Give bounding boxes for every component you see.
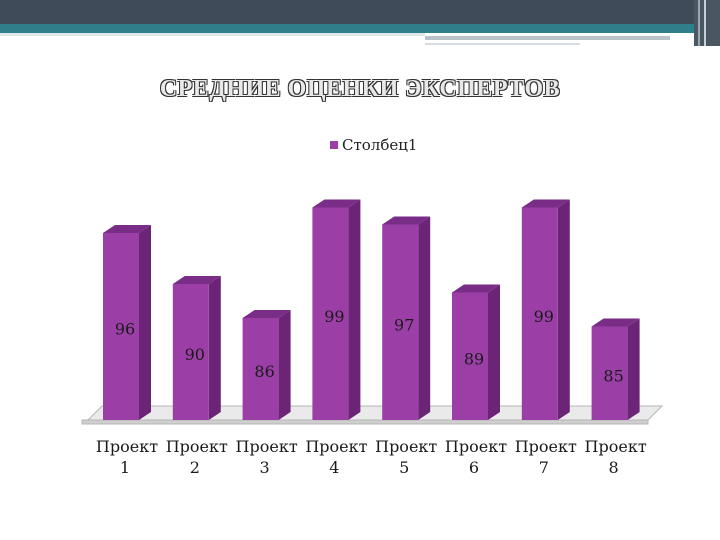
data-label: 99 [534,307,554,326]
bar [521,207,558,420]
decorative-line [425,43,580,45]
x-tick-label: 2 [190,458,200,477]
data-label: 90 [185,345,205,364]
header-bar [0,0,720,24]
bar-top [312,199,361,208]
x-tick-label: 7 [539,458,549,477]
bar-top [172,276,221,284]
data-label: 85 [603,366,623,385]
bar-side [557,199,570,420]
decorative-line [0,33,425,36]
bar-top [103,225,151,233]
bar [591,326,628,420]
bar [382,224,419,420]
bar-top [382,216,431,225]
decorative-line [425,36,670,40]
x-tick-label: 5 [399,458,409,477]
bar-top [242,310,291,318]
bar-side [208,276,221,420]
chart-legend: Столбец1 [330,136,417,154]
bar-side [627,318,640,420]
bar-side [278,310,291,420]
x-tick-label: 3 [260,458,270,477]
data-label: 86 [254,362,274,381]
x-tick-label: Проект [166,437,228,456]
bar [452,292,488,420]
slide-title: СРЕДНИЕ ОЦЕНКИ ЭКСПЕРТОВ [159,76,561,102]
data-label: 97 [394,315,414,334]
bar-top [591,318,640,327]
x-tick-label: Проект [585,437,647,456]
bar-top [452,284,500,293]
data-label: 89 [464,349,484,368]
chart-floor-edge [81,419,649,425]
bar [242,318,279,420]
bar-side [348,199,361,420]
bar [312,207,349,420]
x-tick-label: Проект [515,437,577,456]
data-label: 96 [115,320,135,339]
x-tick-label: 8 [609,458,619,477]
bar-top [521,199,570,208]
data-label: 99 [324,307,344,326]
legend-swatch [330,141,338,149]
x-tick-label: 1 [120,458,130,477]
x-tick-label: Проект [445,437,507,456]
header-accent-stripe [0,24,720,33]
bar-side [139,225,151,420]
x-tick-label: Проект [96,437,158,456]
bar [172,284,209,420]
x-tick-label: 6 [469,458,479,477]
bar [103,233,139,420]
x-tick-label: 4 [329,458,339,477]
x-tick-label: Проект [305,437,367,456]
header-corner-decoration [694,0,720,46]
legend-label: Столбец1 [342,136,418,154]
bar-side [418,216,431,420]
x-tick-label: Проект [375,437,437,456]
x-tick-label: Проект [236,437,298,456]
bar-side [488,284,500,420]
